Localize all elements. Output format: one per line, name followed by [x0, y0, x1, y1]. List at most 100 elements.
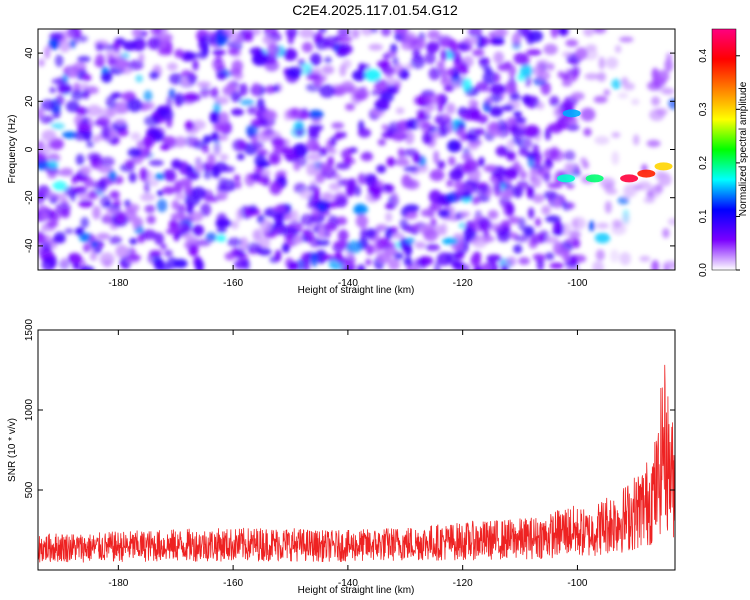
heatmap-cell	[448, 39, 458, 54]
heatmap-cell	[237, 140, 246, 150]
heatmap-cell	[668, 98, 675, 110]
heatmap-cell	[327, 156, 335, 166]
heatmap-cell	[105, 95, 117, 110]
heatmap-cell	[252, 141, 264, 149]
heatmap-cell	[186, 201, 194, 215]
heatmap-cell	[143, 90, 153, 103]
heatmap-cell	[536, 59, 550, 67]
heatmap-cell	[403, 148, 419, 157]
heatmap-cell	[524, 124, 540, 138]
heatmap-cell	[500, 189, 516, 199]
heatmap-cell	[562, 248, 571, 262]
heatmap-cell	[203, 168, 212, 180]
heatmap-cell	[135, 74, 143, 83]
heatmap-panel: -180 -160 -140 -120 -100 -40 -20 0 20 40 Height o…	[7, 28, 676, 296]
heatmap-cell	[599, 177, 616, 189]
heatmap-cell	[47, 160, 59, 169]
heatmap-cell	[307, 124, 320, 137]
heatmap-cell	[404, 130, 415, 145]
heatmap-cell	[506, 256, 517, 267]
heatmap-cell	[472, 108, 481, 122]
heatmap-cell	[511, 127, 525, 138]
heatmap-cell	[210, 87, 219, 99]
heatmap-cell	[501, 104, 514, 112]
heatmap-cell	[226, 82, 236, 92]
heatmap-cell	[594, 29, 607, 34]
heatmap-cell	[174, 136, 187, 148]
heatmap-cell	[617, 196, 630, 205]
heatmap-cell	[534, 217, 542, 227]
heatmap-cell	[156, 199, 168, 213]
heatmap-cell	[393, 29, 409, 34]
heatmap-cell	[518, 217, 526, 231]
heatmap-cell	[532, 193, 545, 204]
heatmap-cell	[647, 80, 662, 91]
heatmap-cell	[336, 216, 348, 226]
heatmap-cell	[72, 262, 80, 270]
heatmap-cell	[83, 176, 94, 188]
heatmap-cell	[216, 72, 227, 80]
heatmap-cell	[463, 159, 479, 173]
heatmap-cell	[544, 252, 555, 261]
heatmap-cell	[491, 38, 505, 46]
heatmap-cell	[73, 130, 88, 141]
heatmap-cell	[594, 135, 610, 145]
heatmap-cell	[38, 58, 45, 67]
heatmap-cell	[472, 49, 485, 56]
heatmap-cell	[334, 251, 343, 262]
heatmap-cell	[514, 234, 530, 243]
heatmap-hotspot	[562, 109, 581, 118]
x-tick-label: -140	[338, 278, 358, 289]
heatmap-cell	[60, 257, 69, 269]
heatmap-cell	[592, 260, 604, 270]
heatmap-cell	[185, 170, 199, 180]
heatmap-cell	[115, 244, 129, 258]
colorbar-tick-label: 0.2	[698, 156, 709, 170]
heatmap-cell	[487, 209, 499, 220]
heatmap-cell	[547, 182, 563, 189]
heatmap-cell	[385, 212, 393, 223]
heatmap-cell	[195, 162, 203, 173]
heatmap-cell	[482, 70, 498, 85]
heatmap-cell	[294, 234, 303, 245]
heatmap-cell	[529, 168, 538, 179]
heatmap-cell	[553, 105, 564, 119]
heatmap-cell	[524, 138, 533, 149]
heatmap-cell	[422, 132, 433, 145]
heatmap-cell	[452, 51, 462, 64]
heatmap-cell	[395, 107, 405, 115]
heatmap-cell	[353, 203, 368, 216]
heatmap-cell	[370, 243, 382, 254]
heatmap-cell	[63, 186, 78, 197]
heatmap-cell	[352, 69, 367, 82]
heatmap-cell	[412, 224, 419, 232]
heatmap-cell	[254, 166, 264, 174]
heatmap-cell	[423, 229, 439, 242]
heatmap-cell	[52, 180, 67, 192]
heatmap-cell	[497, 231, 511, 243]
heatmap-cell	[488, 223, 504, 232]
heatmap-cell	[497, 29, 506, 38]
heatmap-cell	[605, 188, 618, 195]
heatmap-cell	[293, 120, 305, 131]
heatmap-cell	[166, 62, 178, 71]
heatmap-cell	[445, 252, 458, 264]
heatmap-cell	[416, 109, 427, 124]
heatmap-cell	[67, 252, 82, 264]
heatmap-cell	[128, 172, 137, 183]
heatmap-cell	[566, 202, 576, 209]
heatmap-cell	[460, 154, 473, 161]
heatmap-cell	[360, 29, 374, 36]
heatmap-cell	[359, 63, 371, 71]
heatmap-cell	[436, 100, 445, 113]
heatmap-cell	[230, 248, 245, 256]
heatmap-cell	[655, 183, 663, 193]
colorbar-tick-label: 0.4	[698, 48, 709, 62]
heatmap-cell	[365, 228, 376, 239]
heatmap-cell	[43, 45, 51, 60]
heatmap-cell	[658, 172, 672, 187]
heatmap-cell	[646, 139, 661, 148]
heatmap-cell	[136, 140, 144, 149]
heatmap-cell	[623, 184, 635, 199]
heatmap-cell	[486, 254, 502, 262]
